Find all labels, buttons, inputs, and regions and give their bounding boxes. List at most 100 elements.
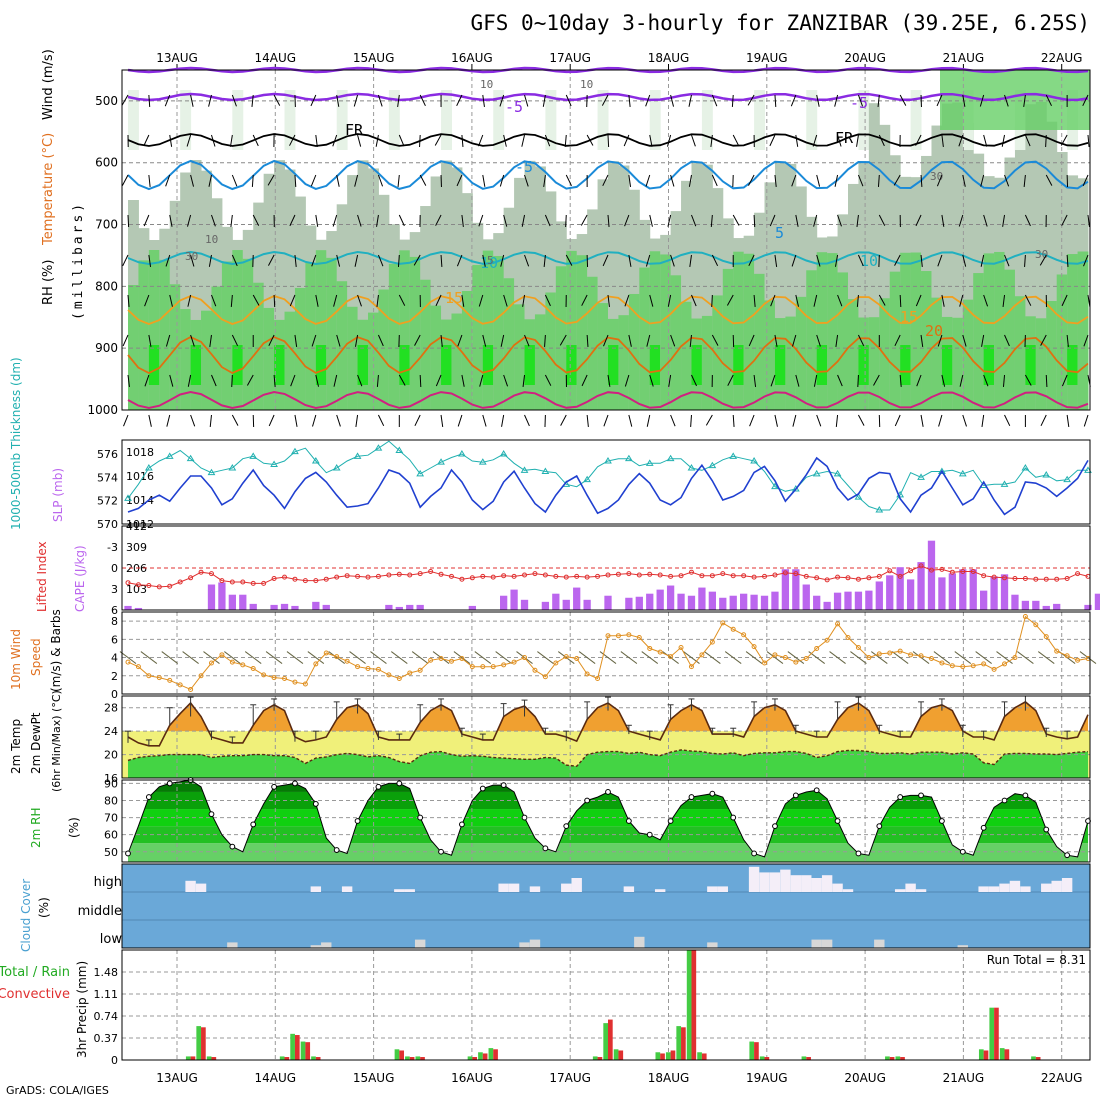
wind-barb <box>667 294 672 307</box>
wind-barb <box>376 374 379 387</box>
wind-barb <box>456 254 463 267</box>
wind-barb <box>355 414 359 427</box>
wind10m-speed-point <box>229 659 235 665</box>
wind10m-barb <box>474 651 492 664</box>
lifted-index-point <box>876 573 882 579</box>
wind-barb <box>1024 294 1032 306</box>
precip-total-bar <box>613 1049 619 1060</box>
cloud-bar-low <box>414 939 426 948</box>
wind10m-speed-point <box>198 673 204 679</box>
wind10m-speed-point <box>1002 661 1008 667</box>
wind10m-speed-point <box>595 676 601 682</box>
cape-bar <box>750 594 758 610</box>
cape-bar <box>604 595 612 610</box>
rh-field-bright <box>566 345 578 385</box>
top-date-labels: 13AUG 14AUG 15AUG 16AUG 17AUG 18AUG 19AUG 20AUG… <box>156 51 1082 70</box>
wind10m-speed-point <box>469 664 475 670</box>
rh-field-mid <box>430 176 442 410</box>
cloud-bar-low <box>874 939 885 948</box>
rh-field-green <box>764 300 776 410</box>
lifted-index-point <box>198 569 204 575</box>
wind-barb <box>816 254 821 267</box>
lifted-index-point <box>1064 576 1070 581</box>
wind10m-speed-point <box>302 681 308 687</box>
rh-field-green <box>555 266 567 410</box>
rh-point <box>751 850 757 857</box>
top-date-label: 17AUG <box>549 51 591 65</box>
lifted-index-point <box>1054 576 1060 582</box>
wind-barb <box>958 134 964 147</box>
cloud-bar-high <box>394 889 405 892</box>
cape-bar <box>990 576 998 610</box>
wind-barb <box>941 134 944 147</box>
top-date-label: 19AUG <box>746 51 788 65</box>
cape-bar <box>635 596 643 610</box>
wind-barb <box>834 174 839 187</box>
wind-barb <box>894 254 901 266</box>
cape-bar <box>1094 593 1100 610</box>
wind10m-speed-point <box>782 655 788 661</box>
wind10m-speed-point <box>741 632 747 638</box>
rh-field-green <box>138 260 150 410</box>
wind-barb <box>711 174 718 187</box>
cloud-label-2: (%) <box>37 897 51 918</box>
rh-field-green <box>889 271 901 410</box>
wind-barb <box>1004 334 1010 347</box>
rh-field-mid <box>931 125 943 410</box>
thickness-point <box>791 485 800 492</box>
rh-field-mid <box>701 164 713 410</box>
wind10m-speed-line <box>127 615 1089 691</box>
wind10m-speed-point <box>918 653 924 659</box>
thickness-point <box>144 464 153 471</box>
cloud-frame <box>121 863 1091 949</box>
lifted-index-point <box>991 574 997 580</box>
rh-field-green <box>681 301 692 410</box>
rh-field-green <box>806 270 818 410</box>
wind-barb <box>646 414 651 427</box>
wind-barb <box>816 414 822 427</box>
rh-field-green <box>326 257 338 410</box>
wind-barb <box>231 254 238 267</box>
wind-barb <box>148 174 151 187</box>
lifted-index-point <box>125 580 131 586</box>
wind-barb <box>667 134 672 147</box>
cloud-bar-high <box>498 883 509 892</box>
rh-point <box>271 783 277 790</box>
rh-point <box>772 823 778 830</box>
wind-barb <box>294 334 298 347</box>
wind-barb <box>148 414 152 427</box>
wind-barb <box>916 374 922 387</box>
rh-point <box>521 814 528 821</box>
wind-barb <box>894 414 901 427</box>
rh-field-light <box>336 90 348 150</box>
precip-total-bar <box>279 1056 285 1060</box>
wind-barb <box>628 254 632 267</box>
wind-barb <box>649 374 654 387</box>
wind-barb <box>376 294 379 307</box>
wind-barb <box>190 94 194 107</box>
wind-barb <box>1083 334 1089 347</box>
thickness-point <box>666 454 675 462</box>
cloud-bar-low <box>634 936 645 948</box>
wind-barb <box>419 134 421 148</box>
lifted-index-point <box>480 573 486 579</box>
wind-barb <box>252 134 259 147</box>
precip-total-bar <box>592 1056 598 1060</box>
precip-convective-bar <box>754 1042 759 1060</box>
rh-field-green <box>347 306 359 410</box>
lifted-index-point <box>365 574 371 580</box>
precip-convective-bar <box>701 1053 707 1060</box>
chart-title: GFS 0~10day 3-hourly for ZANZIBAR (39.25… <box>470 11 1090 35</box>
wind10m-speed-point <box>532 667 538 673</box>
wind10m-barb <box>724 651 742 664</box>
lifted-index-point <box>730 573 736 579</box>
cloud-bar-high <box>748 866 760 892</box>
cape-bar <box>1011 594 1019 610</box>
wind-barb <box>727 374 734 386</box>
wind-barb <box>311 334 317 347</box>
precip-convective-bar <box>409 1057 415 1060</box>
wind-barb <box>1024 214 1031 227</box>
thickness-point <box>249 452 258 459</box>
wind-barb <box>877 174 880 188</box>
wind-barb <box>962 334 967 347</box>
